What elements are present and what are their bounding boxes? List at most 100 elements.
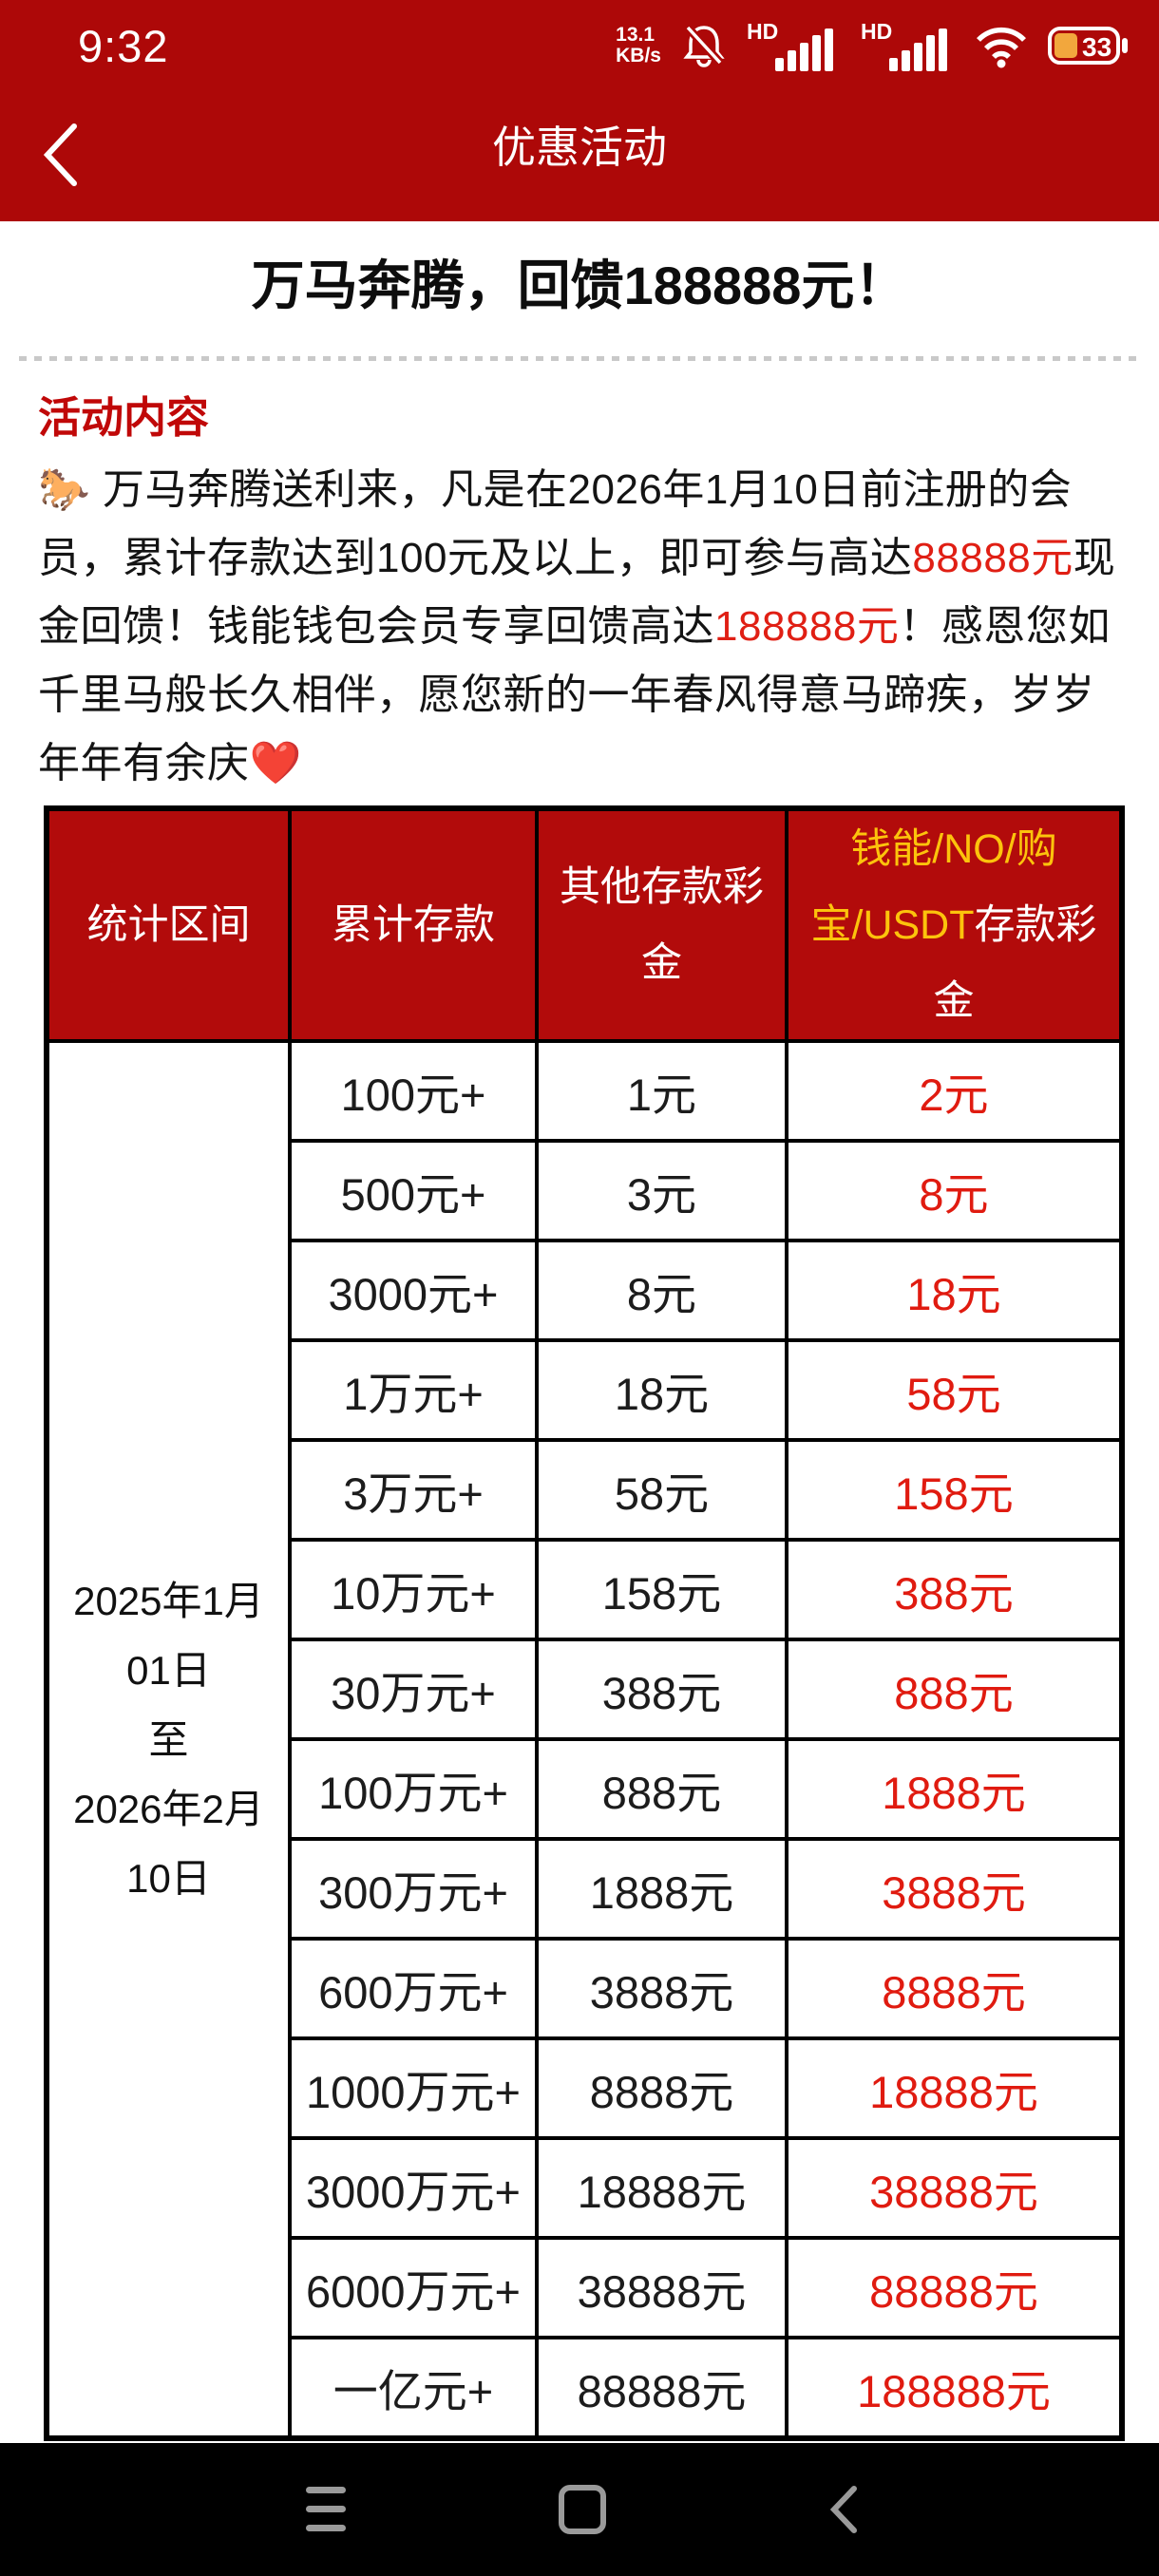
other-bonus-cell: 888元 — [535, 1737, 788, 1841]
deposit-cell: 10万元+ — [288, 1538, 539, 1641]
deposit-cell: 一亿元+ — [288, 2336, 539, 2440]
paragraph-text: ！感恩您如千里马般长久相伴，愿您新的一年春风得意马蹄疾，岁岁年年有余庆 — [38, 603, 1111, 786]
network-speed: 13.1 KB/s — [616, 25, 661, 66]
promo-title: 万马奔腾，回馈188888元！ — [251, 256, 908, 315]
header-gold-text: 钱能/NO/购 — [850, 826, 1057, 872]
header-other-bonus: 其他存款彩金 — [535, 806, 788, 1043]
table-row: 10万元+ 158元 388元 — [47, 1538, 1124, 1641]
table-row: 2025年1月 01日至 2026年2月 10日 100元+ 1元 2元 — [45, 1039, 1124, 2440]
header-white-text: 存款彩 — [974, 902, 1097, 948]
page-header-title: 优惠活动 — [492, 123, 667, 172]
status-time: 9:32 — [78, 20, 169, 71]
period-line: 2025年1月 — [73, 1578, 264, 1623]
battery-icon: 33 — [1048, 27, 1128, 65]
period-cell: 2025年1月 01日至 2026年2月 10日 — [45, 1039, 292, 2440]
period-line: 10日 — [126, 1855, 211, 1901]
dotted-divider — [19, 356, 1140, 361]
section-heading: 活动内容 — [38, 393, 210, 442]
table-row: 1万元+ 18元 58元 — [47, 1338, 1124, 1442]
deposit-cell: 3000元+ — [288, 1239, 539, 1342]
deposit-cell: 100万元+ — [288, 1737, 539, 1841]
other-bonus-cell: 1元 — [535, 1039, 788, 1143]
network-speed-unit: KB/s — [616, 45, 661, 66]
header-line: 钱能/NO/购 — [788, 811, 1119, 887]
paragraph-text: 现金回馈！钱能钱包会员专享回馈高达 — [38, 535, 1116, 650]
wallet-bonus-cell: 888元 — [785, 1638, 1124, 1741]
header-gold-text: 宝/USDT — [810, 902, 975, 948]
paragraph-highlight: ❤️ — [249, 740, 302, 786]
wallet-bonus-cell: 158元 — [785, 1438, 1124, 1542]
header-line: 金 — [788, 963, 1119, 1039]
other-bonus-cell: 1888元 — [535, 1837, 788, 1941]
header-line: 宝/USDT存款彩 — [788, 887, 1119, 963]
other-bonus-cell: 3888元 — [535, 1937, 788, 2040]
wallet-bonus-cell: 58元 — [785, 1338, 1124, 1442]
paragraph-text: 🐎 万马奔腾送利来，凡是在2026年1月10日前注册的会员，累计存款达到100元… — [38, 466, 1073, 581]
period-line: 01日 — [126, 1647, 211, 1693]
header-period: 统计区间 — [45, 806, 292, 1043]
network-speed-value: 13.1 — [616, 24, 656, 46]
header-line: 其他存款彩 — [560, 864, 764, 910]
paragraph-highlight: 188888元 — [714, 603, 900, 650]
wallet-bonus-cell: 8888元 — [785, 1937, 1124, 2040]
paragraph-highlight: 88888元 — [912, 535, 1074, 581]
table-row: 500元+ 3元 8元 — [47, 1139, 1124, 1242]
other-bonus-cell: 8888元 — [535, 2036, 788, 2140]
header-deposit: 累计存款 — [288, 806, 539, 1043]
header-white-text: 金 — [933, 978, 975, 1024]
wallet-bonus-cell: 88888元 — [785, 2236, 1124, 2339]
table-row: 600万元+ 3888元 8888元 — [47, 1937, 1124, 2040]
deposit-cell: 600万元+ — [288, 1937, 539, 2040]
table-row: 3000万元+ 18888元 38888元 — [47, 2136, 1124, 2240]
mute-bell-icon — [683, 24, 725, 67]
wallet-bonus-cell: 2元 — [785, 1039, 1124, 1143]
other-bonus-cell: 158元 — [535, 1538, 788, 1641]
wallet-bonus-cell: 38888元 — [785, 2136, 1124, 2240]
back-icon[interactable] — [40, 122, 82, 188]
table-row: 1000万元+ 8888元 18888元 — [47, 2036, 1124, 2140]
table-header-row: 统计区间 累计存款 其他存款彩金 钱能/NO/购宝/USDT存款彩金 — [45, 806, 1124, 1043]
period-line: 2026年2月 — [73, 1786, 264, 1831]
top-red-block: 9:32 13.1 KB/s HD — [0, 0, 1159, 221]
home-icon[interactable] — [559, 2485, 606, 2534]
table-row: 6000万元+ 38888元 88888元 — [47, 2236, 1124, 2339]
app-nav-bar: 优惠活动 — [0, 87, 1159, 221]
other-bonus-cell: 58元 — [535, 1438, 788, 1542]
other-bonus-cell: 38888元 — [535, 2236, 788, 2339]
deposit-cell: 1万元+ — [288, 1338, 539, 1442]
sim1-signal-icon: HD — [747, 19, 833, 71]
other-bonus-cell: 88888元 — [535, 2336, 788, 2440]
wallet-bonus-cell: 1888元 — [785, 1737, 1124, 1841]
content-area[interactable]: 万马奔腾，回馈188888元！ 活动内容 🐎 万马奔腾送利来，凡是在2026年1… — [0, 221, 1159, 2443]
wallet-bonus-cell: 18888元 — [785, 2036, 1124, 2140]
wallet-bonus-cell: 8元 — [785, 1139, 1124, 1242]
system-back-icon[interactable] — [828, 2485, 859, 2534]
deposit-cell: 500元+ — [288, 1139, 539, 1242]
sim2-signal-icon: HD — [861, 19, 947, 71]
deposit-cell: 6000万元+ — [288, 2236, 539, 2339]
other-bonus-cell: 18888元 — [535, 2136, 788, 2240]
wifi-icon — [977, 27, 1026, 68]
other-bonus-cell: 8元 — [535, 1239, 788, 1342]
header-wallet-bonus: 钱能/NO/购宝/USDT存款彩金 — [785, 806, 1124, 1043]
promo-table: 统计区间 累计存款 其他存款彩金 钱能/NO/购宝/USDT存款彩金 2025年… — [44, 805, 1125, 2441]
table-row: 一亿元+ 88888元 188888元 — [47, 2336, 1124, 2440]
other-bonus-cell: 18元 — [535, 1338, 788, 1442]
deposit-cell: 3000万元+ — [288, 2136, 539, 2240]
other-bonus-cell: 3元 — [535, 1139, 788, 1242]
deposit-cell: 1000万元+ — [288, 2036, 539, 2140]
table-row: 30万元+ 388元 888元 — [47, 1638, 1124, 1741]
table-row: 100万元+ 888元 1888元 — [47, 1737, 1124, 1841]
period-line: 至 — [148, 1716, 189, 1762]
wallet-bonus-cell: 3888元 — [785, 1837, 1124, 1941]
sim1-hd-label: HD — [747, 19, 778, 44]
sim2-hd-label: HD — [861, 19, 892, 44]
deposit-cell: 3万元+ — [288, 1438, 539, 1542]
deposit-cell: 100元+ — [288, 1039, 539, 1143]
activity-paragraph: 🐎 万马奔腾送利来，凡是在2026年1月10日前注册的会员，累计存款达到100元… — [38, 456, 1123, 798]
wallet-bonus-cell: 388元 — [785, 1538, 1124, 1641]
recents-menu-icon[interactable] — [306, 2487, 346, 2531]
battery-percent: 33 — [1082, 32, 1112, 62]
table-row: 3万元+ 58元 158元 — [47, 1438, 1124, 1542]
